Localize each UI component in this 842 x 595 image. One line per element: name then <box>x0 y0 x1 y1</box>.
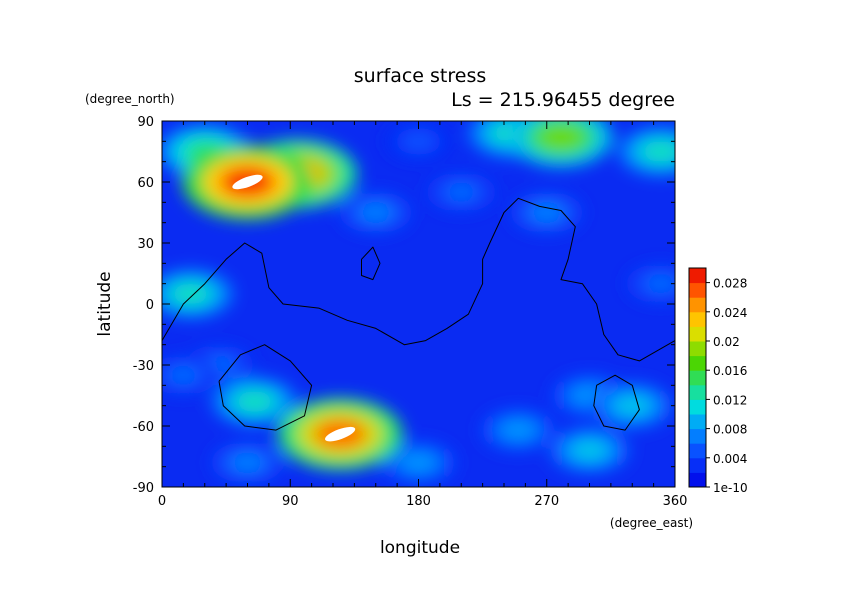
colorbar-segment <box>689 282 706 298</box>
field-feature-core <box>446 183 476 201</box>
colorbar: 1e-10 0.004 0.008 0.012 0.016 0.02 0.024 0.028 <box>688 267 748 495</box>
continent-contours <box>162 197 675 431</box>
y-tick-label: 0 <box>146 298 154 313</box>
field-feature-core <box>404 133 433 150</box>
field-feature-core <box>502 421 535 440</box>
y-tick-label: 90 <box>137 115 154 130</box>
chart-title: surface stress <box>354 65 487 87</box>
colorbar-segment <box>689 384 706 400</box>
colorbar-segment <box>689 472 706 488</box>
field-feature-core <box>232 453 263 472</box>
contour-line <box>218 344 313 431</box>
contour-line <box>593 374 640 431</box>
colorbar-segment <box>689 428 706 444</box>
contour-line <box>361 246 381 281</box>
x-tick-label: 180 <box>406 494 431 509</box>
x-tick-label: 270 <box>534 494 559 509</box>
contour-line <box>162 197 675 362</box>
axes: 0 90 180 270 360 -90 -60 -30 0 30 60 90 <box>133 115 688 509</box>
x-tick-label: 0 <box>158 494 166 509</box>
colorbar-tick-label: 1e-10 <box>713 481 748 495</box>
colorbar-segment <box>689 370 706 386</box>
colorbar-tick-label: 0.028 <box>713 277 747 291</box>
colorbar-segment <box>689 268 706 284</box>
field-feature-core <box>360 203 392 222</box>
field-feature-core <box>646 275 675 292</box>
field-feature-core <box>539 125 583 150</box>
field-feature-core <box>572 440 607 460</box>
colorbar-segment <box>689 457 706 473</box>
field-peak <box>324 426 356 442</box>
field-feature-core <box>236 391 273 412</box>
colorbar-tick-label: 0.012 <box>713 393 747 407</box>
y-tick-label: -90 <box>133 481 154 496</box>
stress-field <box>162 121 675 487</box>
x-axis-label: longitude <box>380 538 460 558</box>
y-tick-label: 60 <box>137 176 154 191</box>
colorbar-tick-label: 0.008 <box>713 423 747 437</box>
colorbar-segment <box>689 443 706 459</box>
colorbar-segment <box>689 341 706 357</box>
x-tick-label: 360 <box>663 494 688 509</box>
field-feature-core <box>531 203 563 222</box>
x-unit-label: (degree_east) <box>610 516 693 530</box>
colorbar-tick-label: 0.02 <box>713 335 740 349</box>
colorbar-segment <box>689 399 706 415</box>
colorbar-segment <box>689 414 706 430</box>
x-tick-label: 90 <box>282 494 299 509</box>
field-feature-core <box>642 141 675 162</box>
colorbar-frame <box>688 267 707 488</box>
colorbar-tick-label: 0.024 <box>713 306 747 320</box>
colorbar-tick-label: 0.004 <box>713 452 747 466</box>
field-feature-core <box>615 396 650 416</box>
y-tick-label: 30 <box>137 237 154 252</box>
y-tick-label: -30 <box>133 359 154 374</box>
field-feature-core <box>172 283 209 305</box>
chart-subtitle: Ls = 215.96455 degree <box>451 89 675 111</box>
colorbar-segment <box>689 355 706 371</box>
colorbar-segment <box>689 326 706 342</box>
y-unit-label: (degree_north) <box>85 92 175 106</box>
colorbar-segment <box>689 297 706 313</box>
y-axis-label: latitude <box>95 271 115 336</box>
colorbar-tick-label: 0.016 <box>713 364 747 378</box>
field-feature-core <box>402 453 435 472</box>
field-feature-core <box>168 366 199 384</box>
colorbar-segment <box>689 311 706 327</box>
field-peak <box>232 174 263 190</box>
y-tick-label: -60 <box>133 420 154 435</box>
